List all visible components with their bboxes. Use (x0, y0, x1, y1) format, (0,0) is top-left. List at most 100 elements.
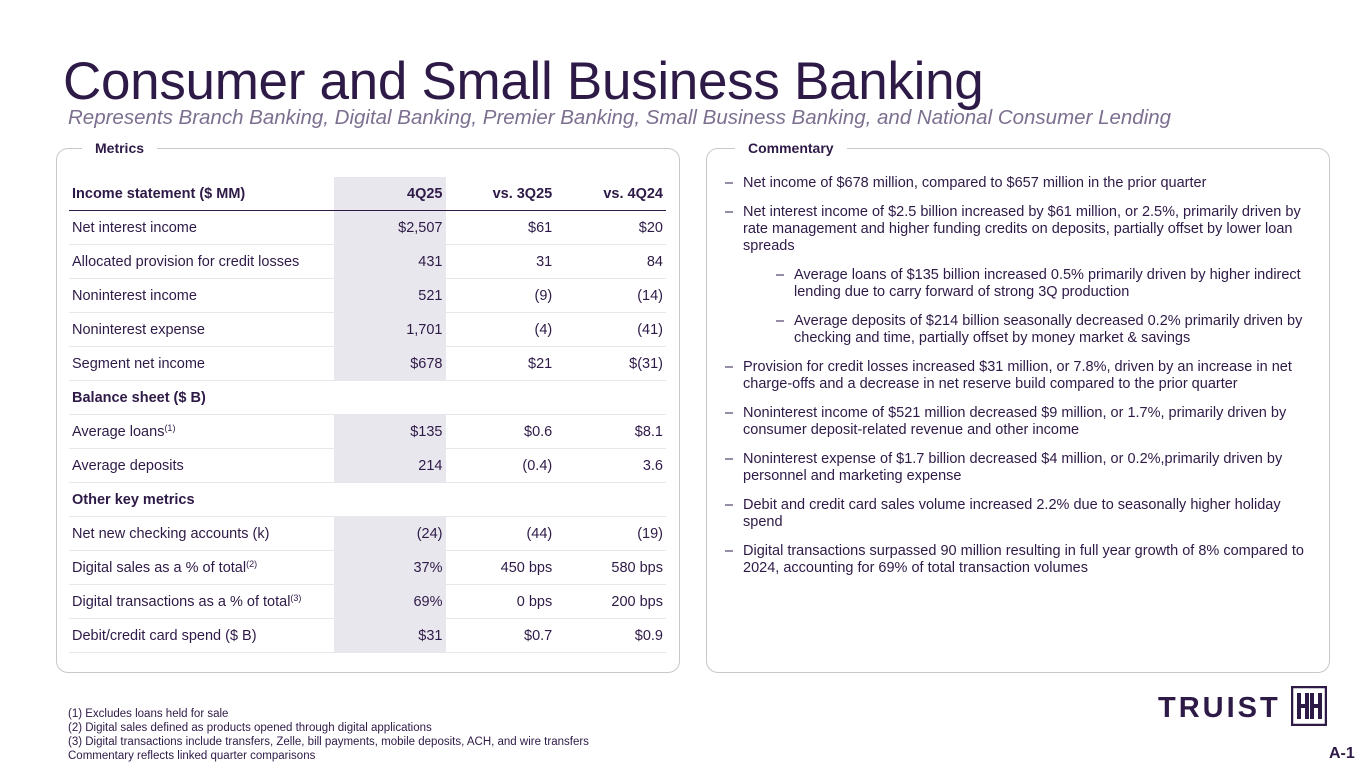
cell-vs-3q25: 450 bps (445, 550, 556, 585)
list-item: – Net interest income of $2.5 billion inc… (725, 204, 1321, 255)
list-item: – Provision for credit losses increased $… (725, 359, 1321, 393)
cell-vs-3q25: 0 bps (445, 584, 556, 619)
commentary-text: Debit and credit card sales volume incre… (743, 497, 1281, 530)
cell-vs-3q25: 31 (445, 244, 556, 279)
cell-vs-3q25: (0.4) (445, 448, 556, 483)
dash-bullet: – (725, 451, 734, 467)
cell-vs-3q25: $0.7 (445, 618, 556, 653)
section-row-balance-sheet: Balance sheet ($ B) (69, 380, 666, 415)
footnote: Commentary reflects linked quarter compa… (68, 750, 316, 762)
table-header-row: Income statement ($ MM) 4Q25 vs. 3Q25 vs… (69, 177, 666, 211)
cell-vs-4q24: 84 (555, 244, 666, 279)
cell-vs-4q24: 200 bps (555, 584, 666, 619)
table-row: Segment net income $678 $21 $(31) (69, 346, 666, 381)
dash-bullet: – (725, 497, 734, 513)
row-label: Net new checking accounts (k) (69, 516, 334, 551)
cell-vs-3q25: $21 (445, 346, 556, 381)
footnote: (1) Excludes loans held for sale (68, 708, 229, 720)
dash-bullet: – (725, 543, 734, 559)
cell-vs-3q25: (44) (445, 516, 556, 551)
row-label: Debit/credit card spend ($ B) (69, 618, 334, 653)
cell-vs-4q24: $8.1 (555, 414, 666, 449)
metrics-table: Income statement ($ MM) 4Q25 vs. 3Q25 vs… (69, 177, 666, 653)
list-item: – Debit and credit card sales volume incr… (725, 497, 1321, 531)
row-label: Digital transactions as a % of total(3) (69, 584, 334, 619)
cell-vs-3q25: $0.6 (445, 414, 556, 449)
section-row-other-key-metrics: Other key metrics (69, 482, 666, 517)
cell-vs-3q25: (4) (445, 312, 556, 347)
header-vs-3q25: vs. 3Q25 (445, 177, 556, 211)
dash-bullet: – (725, 405, 734, 421)
commentary-list: – Net income of $678 million, compared to… (725, 175, 1321, 589)
commentary-panel-label: Commentary (735, 139, 847, 157)
commentary-text: Noninterest income of $521 million decre… (743, 405, 1287, 438)
commentary-text: Provision for credit losses increased $3… (743, 359, 1292, 392)
list-item-sub: – Average deposits of $214 billion season… (776, 313, 1321, 347)
commentary-text: Average loans of $135 billion increased … (794, 267, 1301, 300)
cell-4q25: 37% (333, 550, 446, 585)
row-label: Average loans(1) (69, 414, 334, 449)
table-row: Net interest income $2,507 $61 $20 (69, 210, 666, 245)
cell-vs-4q24: $20 (555, 210, 666, 245)
table-row: Noninterest income 521 (9) (14) (69, 278, 666, 313)
cell-vs-4q24: (41) (555, 312, 666, 347)
table-row: Digital sales as a % of total(2) 37% 450… (69, 550, 666, 585)
section-label: Other key metrics (69, 482, 666, 517)
metrics-panel: Metrics Income statement ($ MM) 4Q25 vs.… (56, 139, 680, 673)
cell-vs-4q24: $0.9 (555, 618, 666, 653)
row-label: Digital sales as a % of total(2) (69, 550, 334, 585)
row-label: Allocated provision for credit losses (69, 244, 334, 279)
commentary-text: Noninterest expense of $1.7 billion decr… (743, 451, 1283, 484)
footnote-ref: (2) (246, 558, 258, 569)
page-number: A-1 (1329, 745, 1355, 762)
row-label-text: Average loans (72, 423, 165, 440)
footnote-ref: (1) (164, 422, 176, 433)
cell-vs-4q24: $(31) (555, 346, 666, 381)
cell-4q25: 1,701 (333, 312, 446, 347)
cell-4q25: 521 (333, 278, 446, 313)
cell-4q25: (24) (333, 516, 446, 551)
table-row: Digital transactions as a % of total(3) … (69, 584, 666, 619)
list-item-sub: – Average loans of $135 billion increased… (776, 267, 1321, 301)
commentary-text: Average deposits of $214 billion seasona… (794, 313, 1303, 346)
cell-4q25: 69% (333, 584, 446, 619)
commentary-text: Digital transactions surpassed 90 millio… (743, 543, 1304, 576)
cell-4q25: $678 (333, 346, 446, 381)
footnote: (2) Digital sales defined as products op… (68, 722, 432, 734)
table-row: Allocated provision for credit losses 43… (69, 244, 666, 279)
section-label: Balance sheet ($ B) (69, 380, 666, 415)
cell-vs-4q24: 580 bps (555, 550, 666, 585)
dash-bullet: – (776, 267, 785, 283)
commentary-panel: Commentary – Net income of $678 million, … (706, 139, 1330, 673)
list-item: – Net income of $678 million, compared to… (725, 175, 1321, 192)
table-row: Average deposits 214 (0.4) 3.6 (69, 448, 666, 483)
footnotes: (1) Excludes loans held for sale (2) Dig… (68, 707, 589, 763)
list-item: – Digital transactions surpassed 90 milli… (725, 543, 1321, 577)
header-vs-4q24: vs. 4Q24 (555, 177, 666, 211)
cell-4q25: $31 (333, 618, 446, 653)
table-row: Net new checking accounts (k) (24) (44) … (69, 516, 666, 551)
row-label: Net interest income (69, 210, 334, 245)
logo-wordmark: TRUIST (1158, 691, 1281, 724)
cell-vs-4q24: (19) (555, 516, 666, 551)
cell-vs-3q25: $61 (445, 210, 556, 245)
row-label: Noninterest income (69, 278, 334, 313)
cell-4q25: 214 (333, 448, 446, 483)
commentary-text: Net income of $678 million, compared to … (743, 175, 1207, 191)
list-item: – Noninterest expense of $1.7 billion dec… (725, 451, 1321, 485)
footnote: (3) Digital transactions include transfe… (68, 736, 589, 748)
table-row: Average loans(1) $135 $0.6 $8.1 (69, 414, 666, 449)
dash-bullet: – (725, 175, 734, 191)
row-label-text: Digital sales as a % of total (72, 559, 247, 576)
page-title: Consumer and Small Business Banking (63, 52, 984, 111)
metrics-panel-label: Metrics (82, 139, 158, 157)
header-4q25: 4Q25 (333, 177, 446, 211)
row-label: Segment net income (69, 346, 334, 381)
page-subtitle: Represents Branch Banking, Digital Banki… (68, 106, 1172, 129)
cell-vs-4q24: (14) (555, 278, 666, 313)
dash-bullet: – (725, 359, 734, 375)
truist-hh-logo-icon (1290, 685, 1327, 731)
list-item: – Noninterest income of $521 million decr… (725, 405, 1321, 439)
cell-4q25: 431 (333, 244, 446, 279)
cell-vs-3q25: (9) (445, 278, 556, 313)
